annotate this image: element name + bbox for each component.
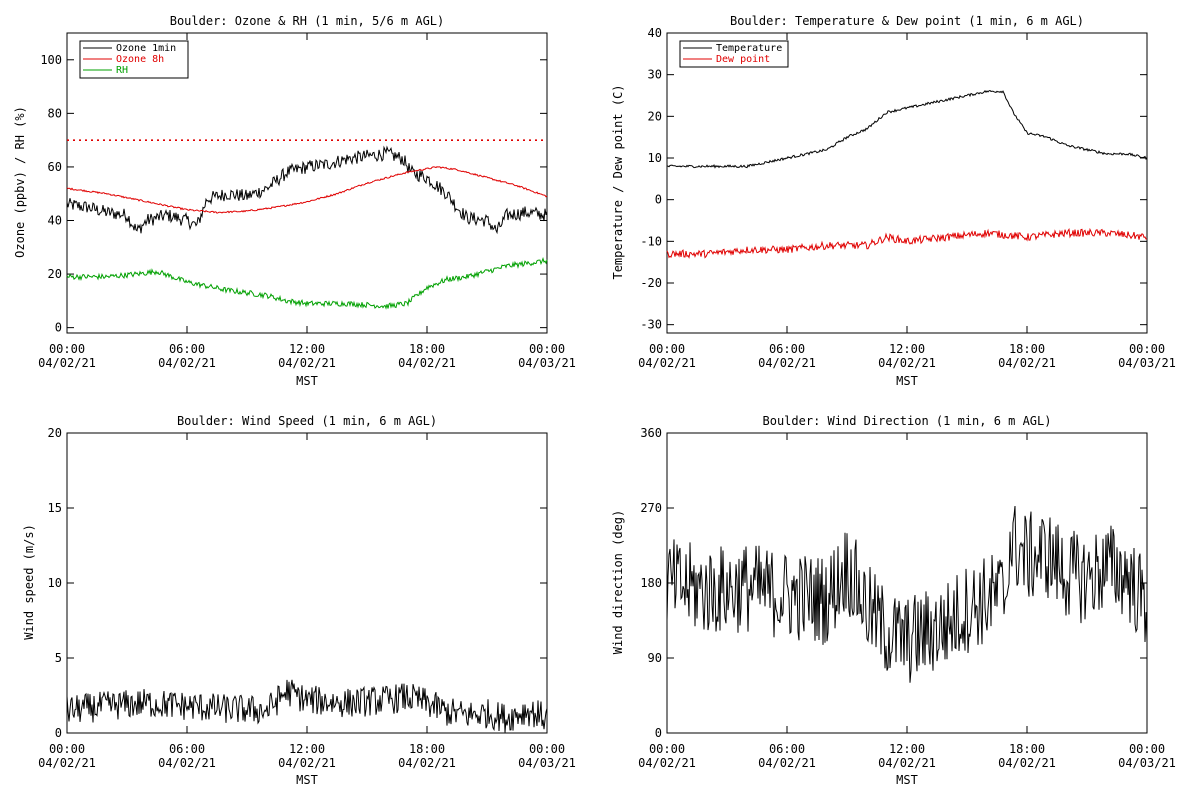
series-line-0 (66, 679, 548, 733)
x-tick-date-label: 04/02/21 (158, 756, 216, 770)
x-tick-label: 00:00 (649, 742, 685, 756)
x-tick-date-label: 04/02/21 (38, 356, 96, 370)
x-tick-date-label: 04/02/21 (758, 756, 816, 770)
x-tick-date-label: 04/02/21 (38, 756, 96, 770)
y-tick-label: 0 (55, 321, 62, 335)
x-tick-label: 12:00 (289, 342, 325, 356)
y-tick-label: -10 (640, 234, 662, 248)
y-axis-label: Wind direction (deg) (611, 510, 625, 655)
legend-entry: Dew point (716, 54, 770, 65)
y-tick-label: 10 (48, 576, 62, 590)
x-tick-date-label: 04/02/21 (998, 756, 1056, 770)
series-line-ozone-8h (66, 166, 548, 214)
x-axis-label: MST (896, 374, 918, 388)
x-tick-label: 12:00 (889, 742, 925, 756)
x-tick-date-label: 04/02/21 (398, 756, 456, 770)
y-tick-label: 0 (55, 726, 62, 740)
legend-entry: Ozone 8h (116, 54, 164, 65)
x-tick-date-label: 04/02/21 (758, 356, 816, 370)
y-tick-label: 30 (648, 68, 662, 82)
x-tick-label: 00:00 (49, 742, 85, 756)
y-tick-label: 10 (648, 151, 662, 165)
x-tick-date-label: 04/03/21 (1118, 356, 1176, 370)
y-tick-label: 90 (648, 651, 662, 665)
x-tick-label: 00:00 (49, 342, 85, 356)
x-tick-label: 06:00 (769, 742, 805, 756)
y-tick-label: 40 (48, 214, 62, 228)
y-tick-label: 40 (648, 26, 662, 40)
y-tick-label: -30 (640, 318, 662, 332)
ozone-rh-panel: Boulder: Ozone & RH (1 min, 5/6 m AGL) O… (13, 14, 576, 388)
temperature-dewpoint-panel: Boulder: Temperature & Dew point (1 min,… (611, 14, 1176, 388)
legend-entry: Ozone 1min (116, 43, 176, 54)
x-tick-label: 18:00 (409, 342, 445, 356)
y-tick-label: 15 (48, 501, 62, 515)
x-axis-label: MST (896, 773, 918, 787)
x-tick-label: 06:00 (769, 342, 805, 356)
x-tick-date-label: 04/02/21 (278, 756, 336, 770)
x-tick-date-label: 04/02/21 (878, 756, 936, 770)
chart-title: Boulder: Ozone & RH (1 min, 5/6 m AGL) (170, 14, 445, 28)
x-tick-date-label: 04/02/21 (278, 356, 336, 370)
x-tick-label: 12:00 (289, 742, 325, 756)
x-tick-label: 18:00 (1009, 742, 1045, 756)
y-tick-label: 80 (48, 106, 62, 120)
y-tick-label: 20 (48, 426, 62, 440)
plot-frame (666, 32, 1148, 334)
y-tick-label: 20 (648, 109, 662, 123)
series-line-rh (66, 257, 548, 310)
x-tick-date-label: 04/03/21 (518, 356, 576, 370)
y-tick-label: 270 (640, 501, 662, 515)
x-axis-label: MST (296, 374, 318, 388)
y-tick-label: 0 (655, 726, 662, 740)
y-tick-label: 100 (40, 53, 62, 67)
legend-box (679, 40, 789, 68)
y-tick-label: 5 (55, 651, 62, 665)
chart-title: Boulder: Temperature & Dew point (1 min,… (730, 14, 1084, 28)
series-line-0 (666, 505, 1148, 683)
x-tick-label: 00:00 (529, 742, 565, 756)
wind-speed-panel: Boulder: Wind Speed (1 min, 6 m AGL) Win… (22, 414, 576, 787)
x-tick-label: 00:00 (1129, 342, 1165, 356)
x-tick-date-label: 04/02/21 (638, 756, 696, 770)
wind-direction-panel: Boulder: Wind Direction (1 min, 6 m AGL)… (611, 414, 1176, 787)
x-tick-label: 18:00 (1009, 342, 1045, 356)
y-tick-label: 20 (48, 267, 62, 281)
y-axis-label: Wind speed (m/s) (22, 524, 36, 640)
chart-title: Boulder: Wind Speed (1 min, 6 m AGL) (177, 414, 437, 428)
x-tick-date-label: 04/03/21 (518, 756, 576, 770)
chart-title: Boulder: Wind Direction (1 min, 6 m AGL) (763, 414, 1052, 428)
x-tick-date-label: 04/02/21 (998, 356, 1056, 370)
y-tick-label: 180 (640, 576, 662, 590)
x-tick-date-label: 04/02/21 (638, 356, 696, 370)
x-axis-label: MST (296, 773, 318, 787)
y-tick-label: 0 (655, 193, 662, 207)
y-tick-label: 360 (640, 426, 662, 440)
y-axis-label: Ozone (ppbv) / RH (%) (13, 106, 27, 258)
legend-entry: Temperature (716, 43, 782, 54)
x-tick-label: 00:00 (649, 342, 685, 356)
x-tick-label: 06:00 (169, 742, 205, 756)
legend-entry: RH (116, 65, 128, 76)
y-axis-label: Temperature / Dew point (C) (611, 84, 625, 279)
x-tick-date-label: 04/03/21 (1118, 756, 1176, 770)
x-tick-date-label: 04/02/21 (158, 356, 216, 370)
y-tick-label: -20 (640, 276, 662, 290)
x-tick-date-label: 04/02/21 (398, 356, 456, 370)
x-tick-label: 18:00 (409, 742, 445, 756)
series-line-ozone-1min (66, 145, 548, 235)
y-tick-label: 60 (48, 160, 62, 174)
x-tick-label: 06:00 (169, 342, 205, 356)
x-tick-label: 12:00 (889, 342, 925, 356)
x-tick-date-label: 04/02/21 (878, 356, 936, 370)
series-line-temperature (666, 89, 1148, 169)
x-tick-label: 00:00 (529, 342, 565, 356)
plot-frame (66, 432, 548, 734)
x-tick-label: 00:00 (1129, 742, 1165, 756)
series-line-dew-point (666, 227, 1147, 259)
